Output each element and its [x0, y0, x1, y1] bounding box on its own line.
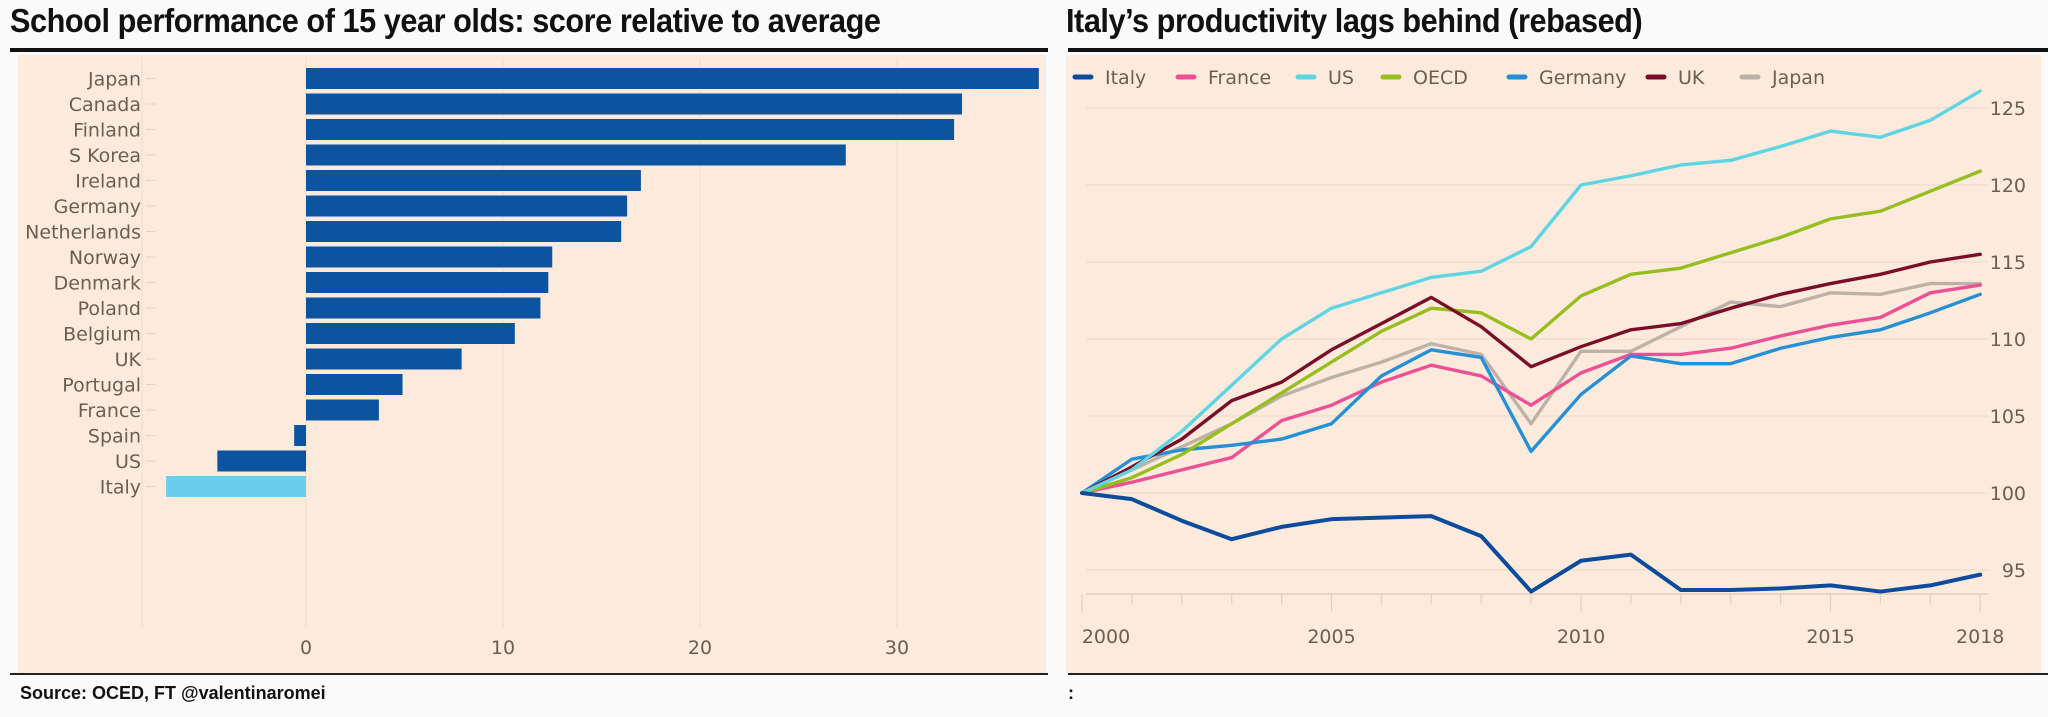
- bar-s-korea: [306, 144, 846, 166]
- tick-label-x: 2005: [1307, 626, 1355, 648]
- bar-chart: Japan Canada Finland S Korea Ireland Germany N…: [25, 58, 1039, 659]
- tick-label-y: 120: [1990, 175, 2026, 197]
- category-label: Norway: [69, 247, 141, 269]
- series-line-oecd: [1080, 169, 1982, 495]
- series-line-italy: [1080, 491, 1983, 594]
- bottom-rule: [10, 673, 1048, 675]
- source-note: :: [1068, 683, 1074, 703]
- bar-japan: [306, 68, 1039, 89]
- legend-label: US: [1328, 67, 1354, 89]
- category-label: Netherlands: [25, 222, 141, 244]
- bar-belgium: [306, 323, 515, 344]
- category-label: Poland: [78, 298, 141, 320]
- tick-label-x: 2000: [1082, 626, 1130, 648]
- legend-label: Germany: [1539, 67, 1626, 89]
- line-chart-panel: Italy’s productivity lags behind (rebase…: [1058, 0, 2048, 717]
- category-label: Spain: [88, 426, 141, 448]
- tick-label-y: 110: [1990, 329, 2026, 351]
- tick-label-x: 10: [491, 637, 515, 659]
- tick-label-y: 95: [2002, 560, 2026, 582]
- title-rule: [10, 48, 1048, 52]
- tick-label-y: 100: [1990, 483, 2026, 505]
- legend-item-france: France: [1175, 67, 1271, 89]
- category-label: Canada: [69, 94, 141, 116]
- bar-poland: [306, 297, 541, 319]
- category-label: Japan: [87, 69, 141, 91]
- legend-label: France: [1208, 67, 1271, 89]
- bar-norway: [306, 246, 553, 268]
- category-label: Ireland: [75, 171, 141, 193]
- category-label: Belgium: [63, 324, 141, 346]
- bar-denmark: [306, 272, 549, 293]
- legend-item-us: US: [1295, 67, 1354, 89]
- title-rule: [1068, 48, 2048, 52]
- category-label: S Korea: [69, 145, 141, 167]
- category-label: Germany: [54, 196, 141, 218]
- bar-portugal: [306, 374, 403, 395]
- category-label: Denmark: [54, 273, 141, 295]
- tick-label-y: 115: [1990, 252, 2026, 274]
- bar-canada: [306, 93, 963, 115]
- tick-label-y: 125: [1990, 98, 2026, 120]
- category-label: Portugal: [62, 375, 141, 397]
- bar-finland: [306, 119, 955, 140]
- tick-label-x: 30: [885, 637, 909, 659]
- bar-netherlands: [306, 221, 622, 242]
- tick-label-x: 2015: [1806, 626, 1854, 648]
- legend-label: UK: [1678, 67, 1705, 89]
- tick-label-y: 105: [1990, 406, 2026, 428]
- legend-item-italy: Italy: [1072, 67, 1146, 89]
- tick-label-x: 20: [688, 637, 712, 659]
- bottom-rule: [1068, 673, 2048, 675]
- bar-us: [217, 450, 306, 472]
- bar-ireland: [306, 170, 641, 191]
- tick-label-x: 2010: [1557, 626, 1605, 648]
- bar-france: [306, 399, 379, 421]
- series-line-us: [1080, 89, 1982, 495]
- tick-label-x: 0: [300, 637, 312, 659]
- category-label: Finland: [73, 120, 141, 142]
- source-note: Source: OCED, FT @valentinaromei: [20, 683, 326, 703]
- line-chart: 95 100 105 110 115 120 125 2000 2005 2010 2015 2018…: [1072, 67, 2026, 648]
- bar-spain: [294, 425, 306, 446]
- line-chart-title: Italy’s productivity lags behind (rebase…: [1066, 2, 1643, 39]
- category-label: Italy: [100, 477, 141, 499]
- series-line-france: [1080, 283, 1982, 495]
- tick-label-x: 2018: [1956, 626, 2004, 648]
- legend-item-uk: UK: [1645, 67, 1705, 89]
- category-label: UK: [115, 349, 142, 371]
- bar-uk: [306, 348, 462, 370]
- category-label: France: [78, 400, 141, 422]
- category-label: US: [115, 451, 141, 473]
- bar-chart-title: School performance of 15 year olds: scor…: [10, 2, 881, 39]
- legend-label: OECD: [1413, 67, 1468, 89]
- legend-label: Italy: [1105, 67, 1146, 89]
- bar-italy: [166, 476, 306, 497]
- bar-germany: [306, 195, 628, 217]
- legend-item-japan: Japan: [1739, 67, 1825, 89]
- legend-label: Japan: [1771, 67, 1825, 89]
- bar-chart-panel: School performance of 15 year olds: scor…: [10, 2, 1048, 703]
- legend-item-germany: Germany: [1506, 67, 1626, 89]
- series-line-uk: [1080, 252, 1982, 495]
- series-line-germany: [1080, 292, 1982, 495]
- legend-item-oecd: OECD: [1380, 67, 1468, 89]
